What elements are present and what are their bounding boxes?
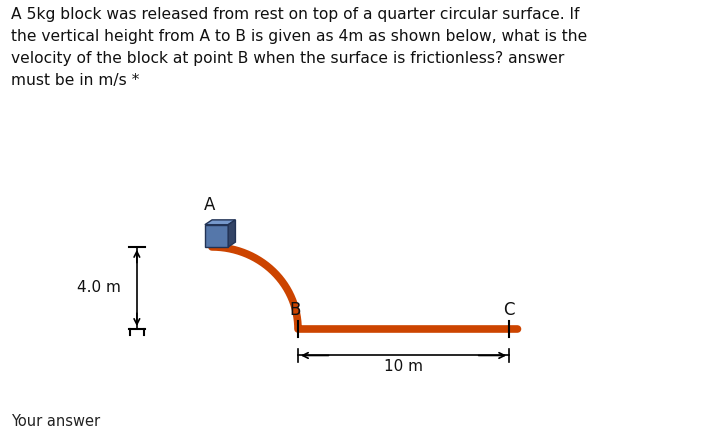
Text: C: C <box>503 301 515 320</box>
Text: B: B <box>290 301 301 320</box>
Polygon shape <box>205 220 235 225</box>
Polygon shape <box>228 220 235 247</box>
Text: A: A <box>204 195 215 214</box>
Bar <box>205 225 228 247</box>
Text: Your answer: Your answer <box>11 414 100 429</box>
Text: A 5kg block was released from rest on top of a quarter circular surface. If
the : A 5kg block was released from rest on to… <box>11 7 587 89</box>
Text: 4.0 m: 4.0 m <box>77 280 121 295</box>
Text: 10 m: 10 m <box>384 358 423 374</box>
